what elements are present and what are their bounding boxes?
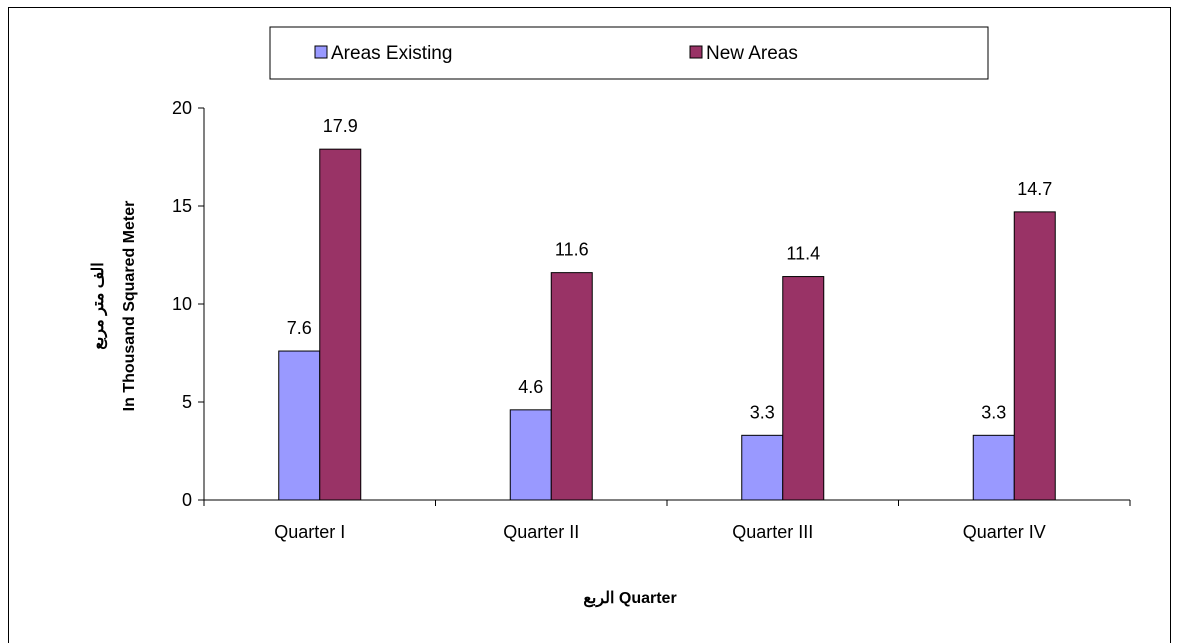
data-label: 17.9 bbox=[323, 116, 358, 136]
y-tick-label: 10 bbox=[172, 294, 192, 314]
data-label: 3.3 bbox=[981, 402, 1006, 422]
bar-new-areas bbox=[782, 276, 825, 501]
legend-swatch-areas-existing bbox=[314, 45, 328, 59]
y-axis-title-english: In Thousand Squared Meter bbox=[121, 201, 138, 412]
data-label: 7.6 bbox=[287, 318, 312, 338]
legend-swatch-new-areas bbox=[689, 45, 703, 59]
bar-areas-existing bbox=[972, 434, 1015, 501]
data-label: 14.7 bbox=[1017, 179, 1052, 199]
bar-new-areas bbox=[1013, 211, 1056, 501]
x-tick-label: Quarter III bbox=[732, 522, 813, 542]
bar-areas-existing bbox=[509, 409, 552, 501]
x-tick-label: Quarter I bbox=[274, 522, 345, 542]
data-label: 4.6 bbox=[518, 377, 543, 397]
x-axis-title: الربع Quarter bbox=[583, 590, 676, 608]
y-tick-label: 5 bbox=[182, 392, 192, 412]
y-axis-title: الف متر مربع In Thousand Squared Meter bbox=[90, 201, 138, 412]
y-tick-label: 20 bbox=[172, 98, 192, 118]
legend-label-new-areas: New Areas bbox=[706, 43, 798, 64]
x-tick-label: Quarter IV bbox=[963, 522, 1046, 542]
bar-new-areas bbox=[550, 272, 593, 501]
x-tick-label: Quarter II bbox=[503, 522, 579, 542]
bar-areas-existing bbox=[278, 350, 321, 501]
legend: Areas Existing New Areas bbox=[269, 26, 989, 80]
data-label: 11.4 bbox=[786, 244, 820, 264]
bar-areas-existing bbox=[741, 434, 784, 501]
data-label: 11.6 bbox=[555, 240, 589, 260]
legend-label-areas-existing: Areas Existing bbox=[331, 43, 452, 64]
y-tick-label: 15 bbox=[172, 196, 192, 216]
y-axis-title-arabic: الف متر مربع bbox=[90, 262, 108, 349]
bar-new-areas bbox=[319, 148, 362, 501]
plot-area: 0 5 10 15 20 7.6 17.9 Quarter I 4.6 11.6 Quarter I… bbox=[172, 98, 1131, 542]
legend-box bbox=[269, 26, 989, 80]
y-tick-label: 0 bbox=[182, 490, 192, 510]
data-label: 3.3 bbox=[750, 402, 775, 422]
